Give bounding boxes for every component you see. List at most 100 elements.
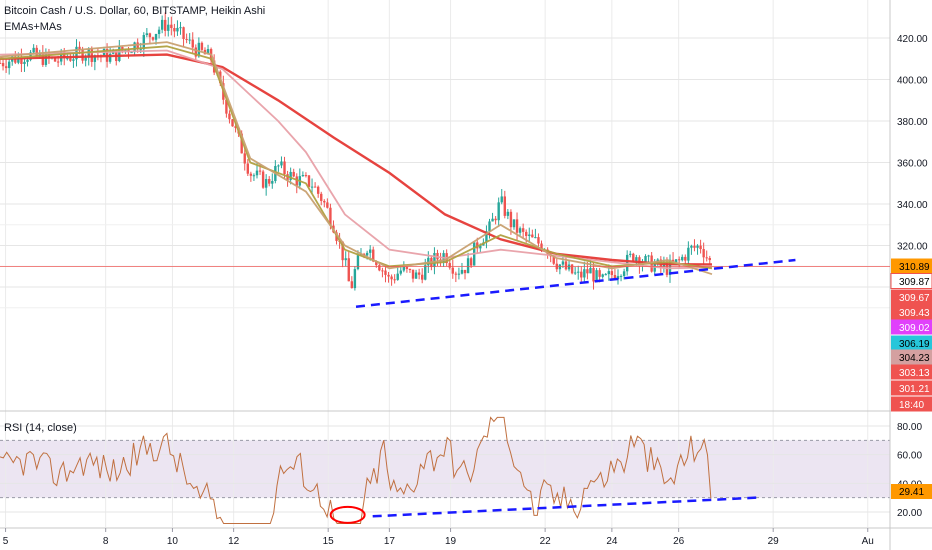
- candle-body: [503, 196, 506, 216]
- price-label-tag: [890, 273, 932, 289]
- price-tick-label: 380.00: [897, 117, 928, 128]
- candle-body: [622, 271, 626, 276]
- candle-body: [705, 257, 708, 259]
- candle-body: [414, 272, 418, 279]
- candle-body: [130, 52, 133, 54]
- candle-body: [252, 175, 256, 177]
- candle-body: [632, 253, 635, 261]
- candle-body: [494, 218, 497, 221]
- candle-body: [451, 267, 454, 274]
- time-tick-label: 24: [606, 536, 618, 547]
- candle-body: [225, 99, 228, 114]
- candle-body: [292, 171, 295, 177]
- candle-body: [118, 46, 121, 62]
- candle-body: [466, 258, 470, 274]
- candle-body: [307, 175, 311, 187]
- candle-body: [249, 173, 253, 176]
- candle-body: [1, 63, 5, 67]
- candle-body: [604, 274, 607, 276]
- candle-body: [653, 264, 656, 272]
- rsi-tick-label: 20.00: [897, 508, 922, 519]
- time-tick-label: 29: [768, 536, 780, 547]
- price-label-text: 18:40: [899, 400, 924, 411]
- candle-body: [145, 33, 149, 36]
- candle-body: [448, 263, 451, 268]
- price-tick-label: 360.00: [897, 159, 928, 170]
- candle-body: [35, 47, 38, 56]
- candle-body: [243, 153, 246, 164]
- candle-body: [506, 211, 510, 216]
- price-tick-label: 400.00: [897, 76, 928, 87]
- candle-body: [411, 269, 415, 279]
- candle-body: [197, 42, 201, 57]
- rsi-line: [0, 416, 712, 524]
- candle-body: [378, 265, 381, 271]
- candle-body: [528, 234, 531, 236]
- candle-body: [350, 281, 354, 289]
- price-label-tag: [891, 349, 932, 365]
- candle-body: [696, 245, 699, 248]
- candle-body: [525, 231, 528, 236]
- candle-body: [78, 46, 81, 50]
- candle-body: [320, 193, 323, 201]
- candle-body: [191, 39, 194, 48]
- candle-body: [69, 58, 72, 61]
- candle-body: [368, 249, 372, 253]
- time-tick-label: 12: [228, 536, 240, 547]
- candle-body: [353, 269, 357, 289]
- candle-body: [420, 274, 424, 280]
- candle-body: [280, 161, 283, 166]
- candle-body: [20, 56, 23, 64]
- candle-body: [479, 245, 482, 249]
- candle-body: [173, 28, 176, 32]
- candle-body: [53, 57, 57, 62]
- price-label-text: 301.21: [899, 384, 930, 395]
- candle-body: [323, 200, 326, 203]
- price-label-text: 303.13: [899, 368, 930, 379]
- candle-body: [635, 257, 638, 261]
- candle-body: [151, 37, 155, 40]
- candle-body: [509, 211, 513, 228]
- price-label-tag: [891, 304, 932, 320]
- price-label-tag: [891, 380, 932, 396]
- candle-body: [289, 171, 292, 180]
- candle-body: [534, 237, 537, 239]
- highlight-circle: [329, 505, 366, 524]
- candle-body: [564, 261, 568, 270]
- candle-body: [454, 273, 458, 275]
- candle-body: [485, 231, 488, 243]
- candle-body: [234, 126, 237, 128]
- candle-body: [674, 259, 678, 263]
- price-label-tag: [891, 364, 932, 380]
- time-tick-label: Au: [862, 536, 874, 547]
- candle-body: [329, 207, 332, 226]
- candle-body: [399, 270, 402, 274]
- moving-average-line: [0, 49, 713, 270]
- candle-body: [390, 276, 393, 280]
- candle-body: [0, 62, 2, 64]
- candle-body: [580, 271, 583, 278]
- candle-body: [87, 49, 90, 58]
- candle-body: [133, 42, 136, 53]
- candle-body: [433, 252, 436, 268]
- price-label-tag: [891, 319, 932, 335]
- candle-body: [7, 61, 11, 69]
- candle-body: [387, 274, 390, 277]
- price-label-tag: [891, 396, 932, 412]
- candle-body: [188, 39, 191, 41]
- candle-body: [408, 269, 412, 271]
- candle-body: [136, 42, 139, 50]
- candle-body: [255, 170, 259, 176]
- candle-body: [313, 186, 317, 188]
- candle-body: [381, 270, 384, 272]
- price-label-text: 304.23: [899, 353, 930, 364]
- price-label-text: 306.19: [899, 339, 930, 350]
- candle-body: [66, 58, 69, 60]
- time-tick-label: 26: [673, 536, 685, 547]
- candle-body: [344, 258, 347, 261]
- candle-body: [246, 163, 250, 174]
- candle-body: [375, 261, 378, 266]
- candle-body: [17, 56, 20, 63]
- candle-body: [384, 270, 387, 275]
